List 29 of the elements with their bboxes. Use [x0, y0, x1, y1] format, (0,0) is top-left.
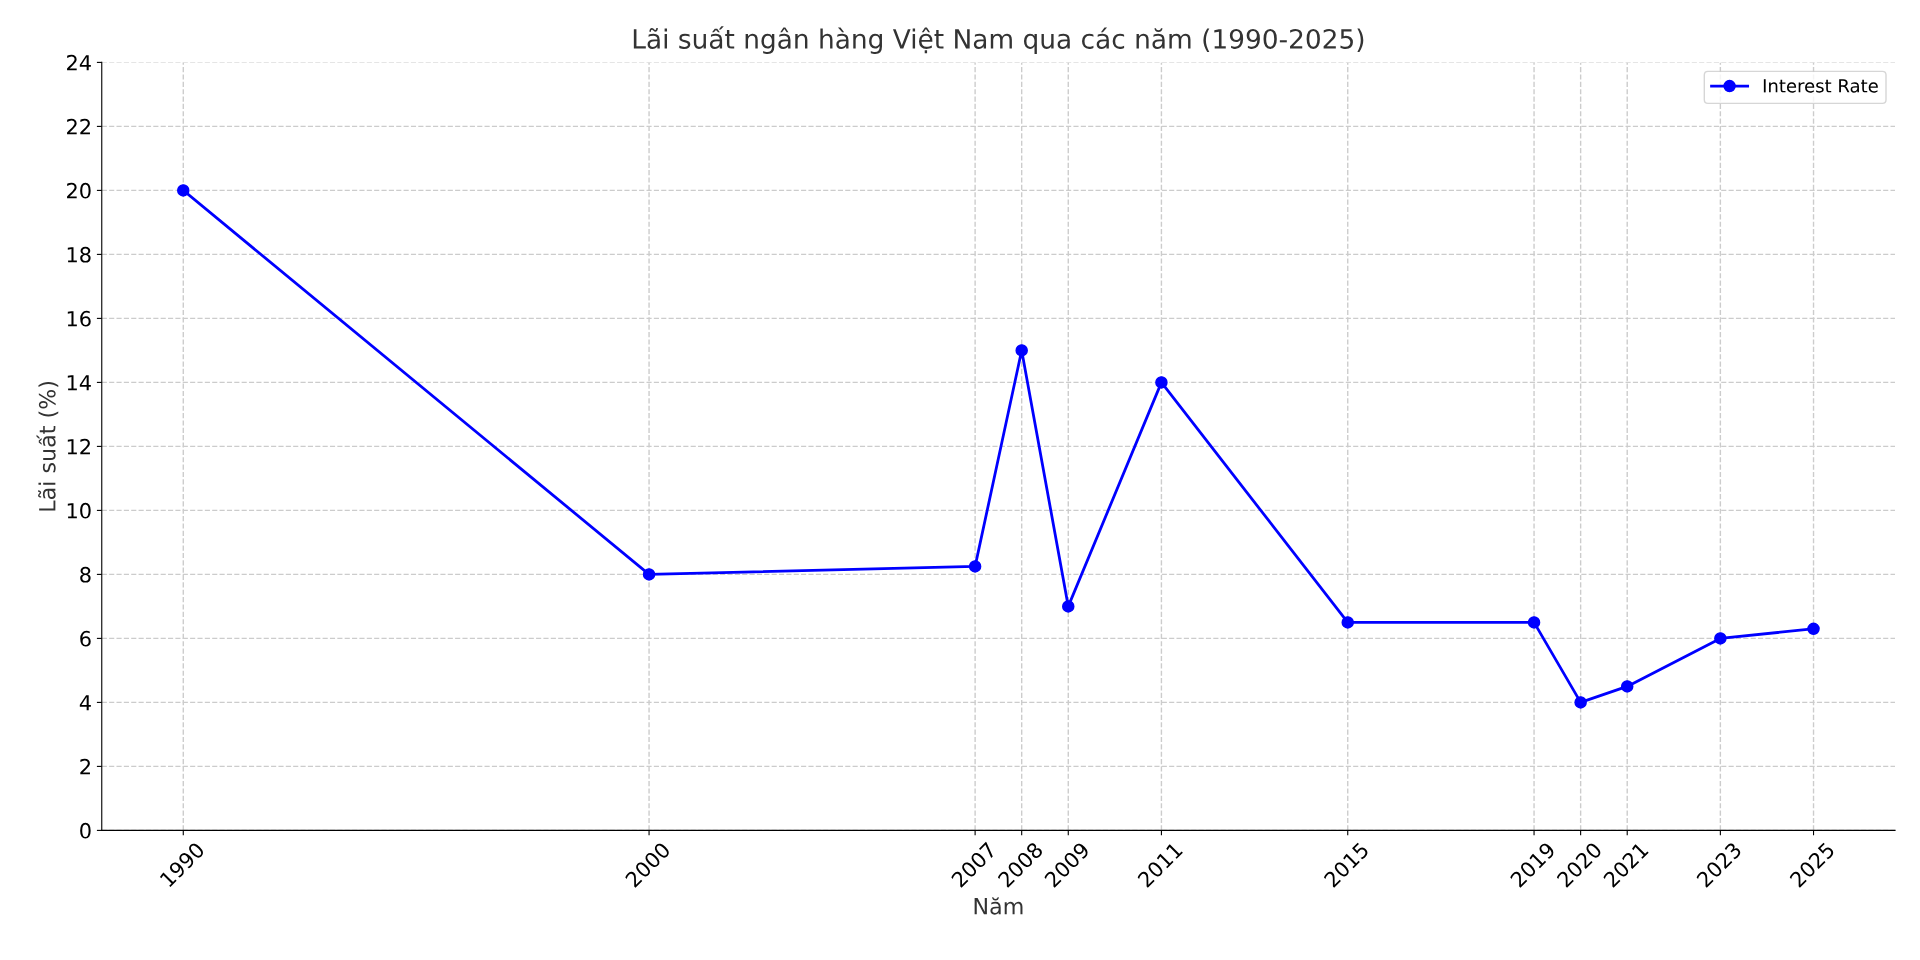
point — [1015, 344, 1028, 357]
point — [1574, 696, 1587, 709]
point — [968, 560, 982, 573]
y-tick-label: 22 — [67, 118, 90, 135]
y-tick-label: 4 — [79, 695, 91, 711]
point — [1155, 376, 1168, 389]
y-tick-label: 20 — [67, 182, 91, 199]
y-tick-label: 10 — [67, 502, 91, 519]
y-tick-label: 12 — [67, 438, 90, 455]
y-tick-label: 18 — [67, 246, 91, 263]
point — [177, 184, 190, 197]
point — [642, 568, 656, 581]
point — [1620, 680, 1634, 693]
y-axis-title: Lãi suất (%) — [36, 381, 59, 511]
point — [1527, 616, 1541, 629]
chart-title: Lãi suất ngân hàng Việt Nam qua các năm (1990-2025) — [633, 26, 1364, 54]
y-tick-label: 8 — [80, 566, 91, 583]
point — [1341, 616, 1354, 629]
point — [1807, 622, 1820, 636]
y-tick-label: 0 — [80, 822, 91, 839]
y-tick-label: 24 — [67, 54, 91, 71]
y-tick-label: 6 — [80, 630, 91, 647]
legend-label: Interest Rate — [1763, 79, 1878, 93]
y-tick-label: 2 — [80, 758, 90, 775]
x-axis-title: Năm — [974, 897, 1023, 915]
point — [1062, 600, 1075, 613]
point — [1714, 632, 1727, 645]
y-tick-label: 16 — [67, 310, 91, 327]
y-tick-label: 14 — [67, 375, 91, 391]
